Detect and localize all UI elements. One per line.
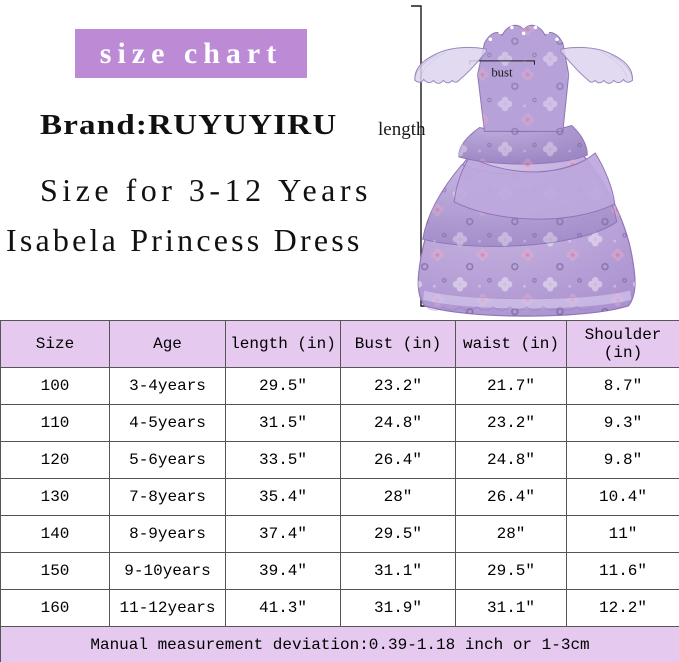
svg-text:bust: bust	[491, 66, 513, 80]
svg-text:length: length	[378, 119, 426, 140]
